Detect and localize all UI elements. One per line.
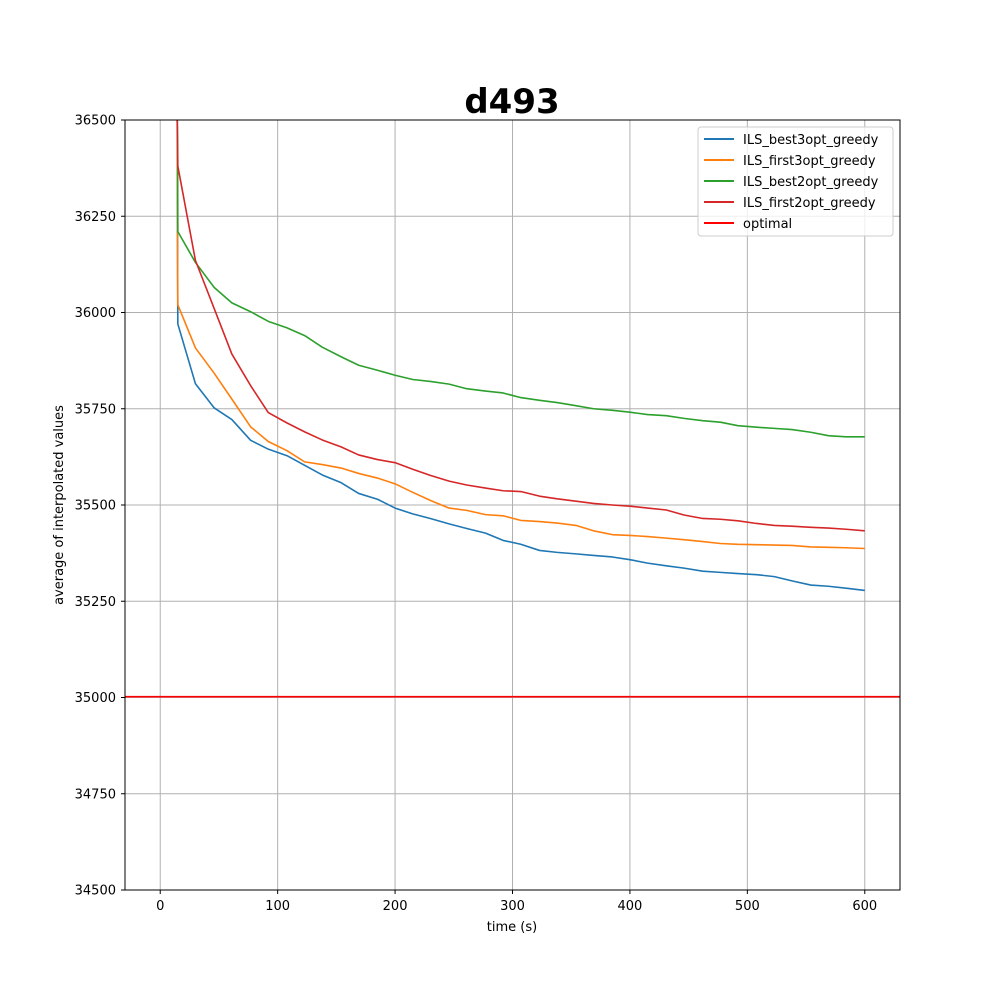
y-tick-label: 36500 <box>75 114 116 129</box>
series-line-ils-first3opt-greedy <box>176 119 865 550</box>
x-axis-label: time (s) <box>487 920 537 935</box>
y-axis-label: average of interpolated values <box>52 405 67 605</box>
series-lines <box>125 119 900 698</box>
y-tick-label: 35250 <box>75 595 116 610</box>
legend: ILS_best3opt_greedy ILS_first3opt_greedy I… <box>697 126 894 237</box>
axis-ticks: 0 100 200 300 400 500 600 34500 34750 35000 35250 3… <box>75 114 878 915</box>
y-tick-label: 34750 <box>75 787 116 802</box>
legend-label: ILS_best2opt_greedy <box>743 175 879 190</box>
legend-label: optimal <box>743 217 792 232</box>
x-tick-label: 0 <box>156 899 164 914</box>
grid <box>125 119 900 891</box>
series-line-ils-best3opt-greedy <box>176 119 865 592</box>
y-tick-label: 35500 <box>75 499 116 514</box>
y-tick-label: 35750 <box>75 402 116 417</box>
x-tick-label: 500 <box>735 899 760 914</box>
series-line-ils-first2opt-greedy <box>176 119 865 532</box>
legend-label: ILS_first2opt_greedy <box>743 196 876 211</box>
x-tick-label: 200 <box>383 899 408 914</box>
chart-title: d493 <box>464 82 559 122</box>
y-tick-label: 34500 <box>75 884 116 899</box>
x-tick-label: 600 <box>852 899 877 914</box>
legend-label: ILS_first3opt_greedy <box>743 154 876 169</box>
legend-box <box>697 126 894 237</box>
legend-label: ILS_best3opt_greedy <box>743 133 879 148</box>
y-tick-label: 36250 <box>75 210 116 225</box>
series-line-ils-best2opt-greedy <box>176 119 865 438</box>
x-tick-label: 400 <box>618 899 643 914</box>
x-tick-label: 100 <box>265 899 290 914</box>
x-tick-label: 300 <box>500 899 525 914</box>
y-tick-label: 36000 <box>75 306 116 321</box>
y-tick-label: 35000 <box>75 691 116 706</box>
